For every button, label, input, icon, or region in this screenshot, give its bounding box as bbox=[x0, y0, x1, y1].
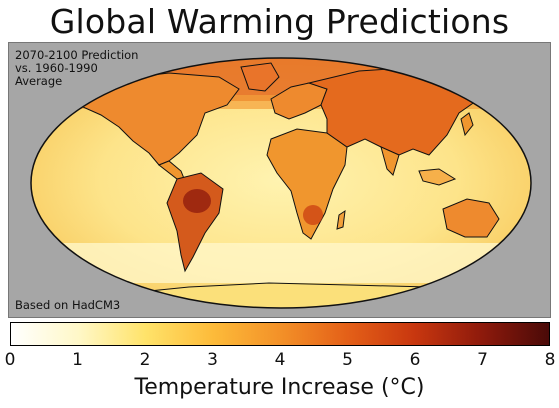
colorbar-tick-label: 1 bbox=[72, 350, 83, 370]
colorbar-tick-label: 8 bbox=[544, 350, 556, 370]
new-zealand bbox=[504, 240, 516, 258]
colorbar-tick-label: 2 bbox=[139, 350, 151, 370]
north-america bbox=[78, 72, 240, 166]
map-panel: 2070-2100 Prediction vs. 1960-1990 Avera… bbox=[8, 42, 551, 318]
colorbar-tick-label: 7 bbox=[477, 350, 488, 370]
japan bbox=[460, 112, 474, 137]
amazon-hotspot bbox=[183, 189, 211, 213]
australia bbox=[442, 198, 500, 238]
temperature-colorbar bbox=[10, 322, 550, 346]
africa-hotspot bbox=[303, 205, 323, 225]
colorbar-tick-label: 6 bbox=[409, 350, 421, 370]
colorbar-tick-label: 5 bbox=[342, 350, 353, 370]
central-america bbox=[158, 160, 186, 182]
prediction-note-line: vs. 1960-1990 bbox=[15, 61, 98, 75]
prediction-note: 2070-2100 Prediction vs. 1960-1990 Avera… bbox=[15, 49, 138, 88]
india bbox=[380, 146, 400, 176]
madagascar bbox=[336, 209, 346, 230]
colorbar-label: Temperature Increase (°C) bbox=[134, 375, 425, 400]
map-title: Global Warming Predictions bbox=[49, 2, 510, 41]
source-note: Based on HadCM3 bbox=[15, 298, 121, 312]
world-map bbox=[30, 57, 532, 309]
prediction-note-line: 2070-2100 Prediction bbox=[15, 48, 139, 62]
southeast-asia bbox=[418, 168, 457, 186]
colorbar-tick-label: 3 bbox=[207, 350, 218, 370]
prediction-note-line: Average bbox=[15, 74, 63, 88]
colorbar-tick-label: 4 bbox=[274, 350, 286, 370]
colorbar-tick-label: 0 bbox=[4, 350, 16, 370]
globe-outline bbox=[30, 57, 532, 309]
greenland bbox=[240, 62, 280, 92]
